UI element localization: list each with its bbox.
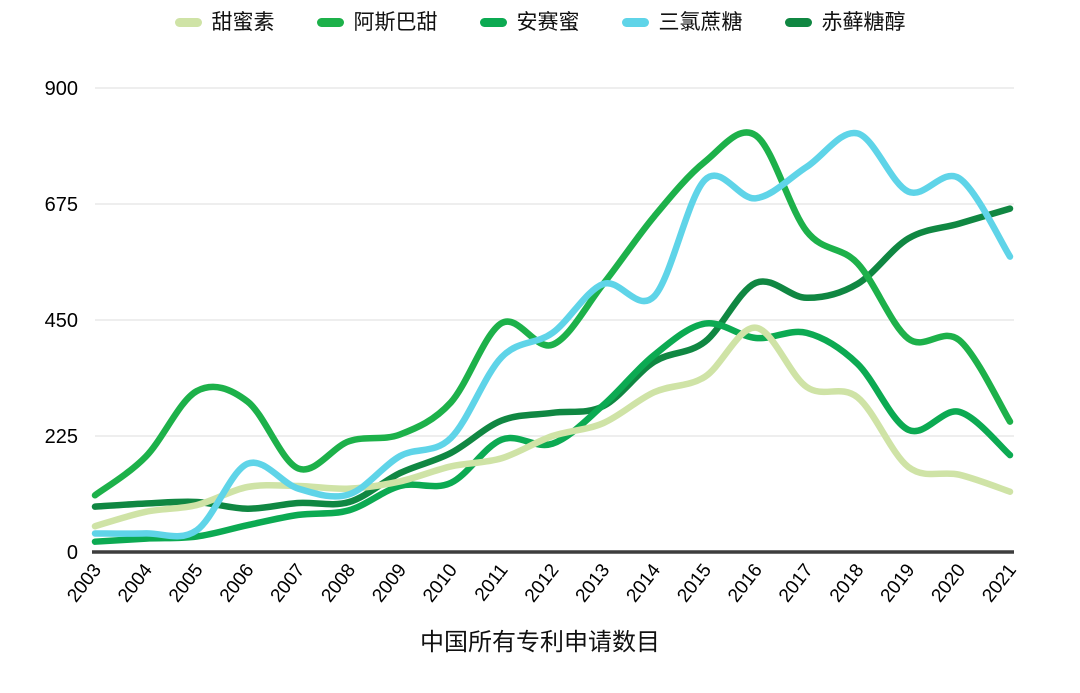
x-tick-label: 2005: [165, 560, 208, 606]
x-tick-label: 2018: [826, 560, 869, 606]
x-tick-label: 2006: [216, 560, 259, 606]
x-tick-label: 2020: [928, 560, 971, 606]
x-tick-label: 2019: [877, 560, 920, 606]
x-tick-label: 2016: [724, 560, 767, 606]
legend-item-1: 阿斯巴甜: [316, 11, 438, 34]
x-tick-label: 2011: [471, 560, 513, 605]
legend-swatch-icon: [174, 18, 202, 27]
x-tick-label: 2009: [368, 560, 411, 606]
legend-item-0: 甜蜜素: [174, 11, 275, 34]
x-tick-label: 2017: [775, 560, 818, 606]
x-tick-label: 2003: [63, 560, 106, 606]
x-tick-label: 2007: [267, 560, 310, 606]
x-tick-label: 2021: [978, 560, 1021, 606]
y-tick-label: 900: [45, 78, 78, 100]
legend-swatch-icon: [316, 18, 344, 27]
y-tick-label: 675: [45, 194, 78, 216]
legend-label: 安赛蜜: [516, 11, 580, 34]
x-tick-label: 2015: [673, 560, 716, 606]
legend-label: 甜蜜素: [211, 11, 275, 34]
x-tick-label: 2014: [623, 560, 666, 607]
series-line-0: [91, 324, 1014, 530]
legend-swatch-icon: [479, 18, 507, 27]
legend-label: 阿斯巴甜: [353, 11, 438, 34]
legend-label: 三氯蔗糖: [658, 11, 743, 34]
x-tick-label: 2010: [419, 560, 462, 606]
legend-item-3: 三氯蔗糖: [621, 11, 743, 34]
legend-item-2: 安赛蜜: [479, 11, 580, 34]
legend-label: 赤藓糖醇: [821, 11, 906, 34]
series-line-4: [91, 205, 1014, 512]
series-line-2: [91, 320, 1014, 545]
legend-swatch-icon: [621, 18, 649, 27]
x-tick-label: 2012: [521, 560, 564, 606]
x-tick-label: 2013: [572, 560, 615, 606]
chart-title: 中国所有专利申请数目: [420, 629, 660, 656]
y-tick-label: 225: [45, 426, 78, 448]
y-tick-label: 450: [45, 310, 78, 332]
legend-swatch-icon: [784, 18, 812, 27]
series-line-3: [91, 129, 1014, 540]
y-tick-label: 0: [67, 542, 78, 564]
chart-legend: 甜蜜素 阿斯巴甜 安赛蜜 三氯蔗糖 赤藓糖醇: [0, 12, 1080, 33]
x-tick-label: 2008: [318, 560, 361, 606]
x-tick-label: 2004: [114, 560, 157, 607]
series-line-1: [91, 129, 1014, 499]
legend-item-4: 赤藓糖醇: [784, 11, 906, 34]
